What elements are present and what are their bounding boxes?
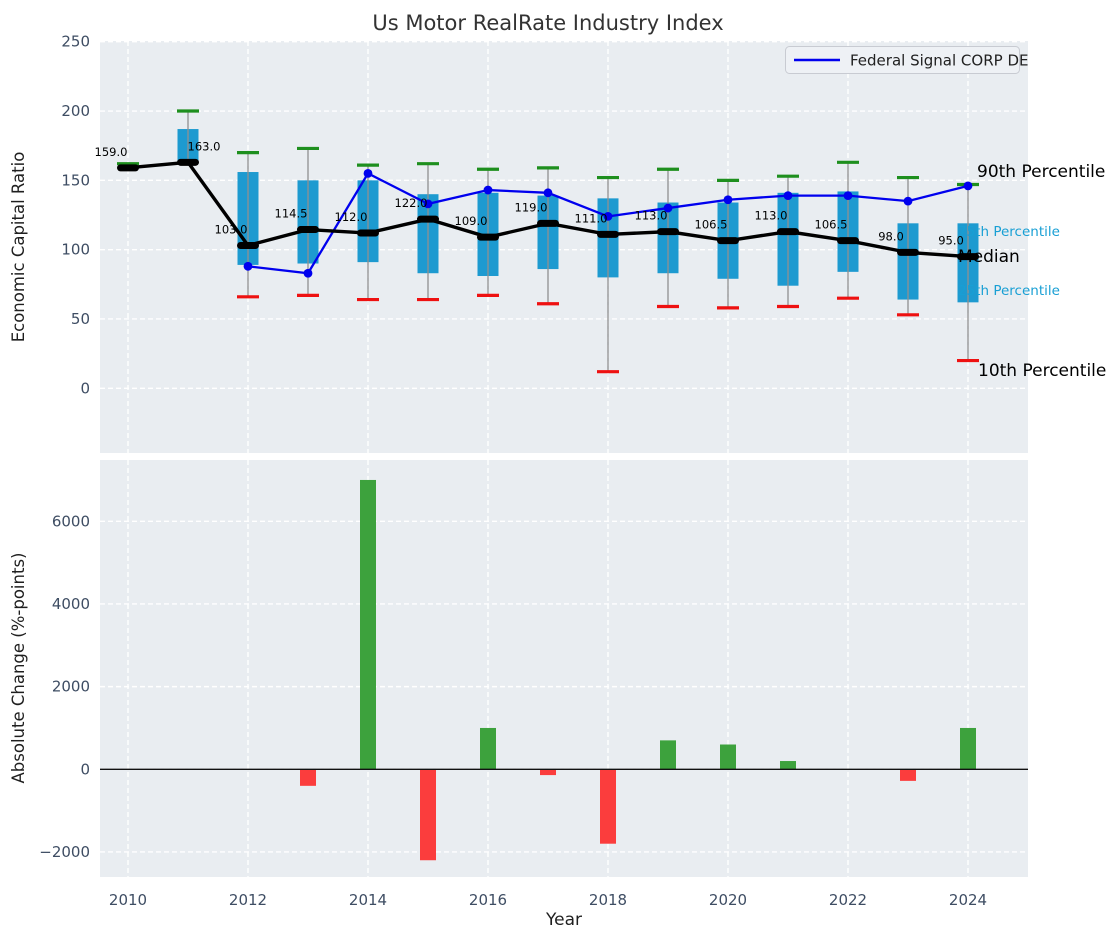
company-point [903,196,913,206]
change-bar [360,479,376,770]
median-marker [177,158,199,166]
axis-tick-labels: 250 200 150 100 50 0 6000 4000 2000 0 −2000 2010 201… [39,33,987,909]
label-25th-percentile: 25th Percentile [958,283,1060,299]
median-marker [597,230,619,238]
company-point [363,169,373,178]
x-tick-label: 2024 [949,891,987,909]
x-axis-label: Year [545,910,582,930]
median-marker [477,233,499,241]
change-bar [780,761,796,770]
y-tick-label: 0 [80,760,90,778]
bottom-plot-area [100,460,1028,877]
bottom-y-axis-label: Absolute Change (%-points) [9,553,28,784]
median-value-label: 119.0 [515,200,548,214]
median-marker [717,237,739,245]
median-marker [957,253,979,261]
median-value-label: 163.0 [188,139,221,153]
median-marker [657,228,679,236]
median-value-label: 113.0 [755,209,788,223]
y-tick-label: 200 [61,102,90,120]
company-point [483,185,493,195]
median-value-label: 112.0 [335,210,368,224]
x-tick-label: 2012 [229,891,267,909]
median-value-label: 106.5 [695,218,728,232]
top-y-axis-label: Economic Capital Ratio [9,152,28,343]
company-point [603,211,613,221]
y-tick-label: 0 [80,379,90,397]
median-marker [777,228,799,236]
change-bar [660,740,676,770]
median-marker [237,242,259,250]
median-marker [357,229,379,237]
label-median: Median [958,247,1020,267]
x-tick-label: 2010 [109,891,147,909]
bottom-gridlines [100,460,1028,877]
y-tick-label: 4000 [52,595,90,613]
median-value-label: 111.0 [575,211,608,225]
median-marker [837,237,859,245]
label-75th-percentile: 75th Percentile [958,224,1060,240]
median-value-label: 113.0 [635,209,668,223]
change-bar [960,727,976,770]
company-point [243,261,253,271]
company-point [723,195,733,205]
company-point [303,268,313,278]
company-point [843,191,853,200]
median-marker [297,226,319,234]
legend-box [785,46,1020,74]
company-point [543,188,553,198]
x-tick-label: 2022 [829,891,867,909]
label-10th-percentile: 10th Percentile [978,361,1106,381]
y-tick-label: 100 [61,241,90,259]
y-tick-label: 150 [61,171,90,189]
company-line-series [243,169,973,278]
x-tick-label: 2016 [469,891,507,909]
median-value-label: 106.5 [815,218,848,232]
median-value-labels: 159.0 163.0 103.0 114.5 112.0 122.0 109.0 119.0… [95,139,964,247]
median-value-label: 103.0 [215,223,248,237]
median-value-label: 109.0 [455,214,488,228]
company-point [423,199,433,209]
x-tick-label: 2020 [709,891,747,909]
y-tick-label: 250 [61,33,90,51]
median-marker [117,164,139,172]
change-bars [100,479,1028,861]
company-point [963,181,973,191]
x-tick-label: 2014 [349,891,387,909]
median-marker [897,248,919,256]
change-bar [600,769,616,844]
legend: Federal Signal CORP DE [785,46,1028,74]
y-tick-label: 2000 [52,678,90,696]
change-bar [420,769,436,861]
change-bar [900,769,916,781]
median-value-label: 159.0 [95,145,128,159]
median-marker [537,219,559,227]
y-tick-label: 50 [71,310,90,328]
median-series [117,158,979,261]
median-value-label: 98.0 [878,229,904,243]
company-point [663,203,673,213]
median-value-label: 114.5 [275,207,308,221]
change-bar [480,727,496,770]
change-bar [720,744,736,770]
x-tick-label: 2018 [589,891,627,909]
y-tick-label: 6000 [52,512,90,530]
change-bar [300,769,316,786]
change-bar [540,769,556,776]
label-90th-percentile: 90th Percentile [977,162,1105,182]
company-point [783,191,793,200]
median-value-label: 122.0 [395,196,428,210]
median-value-label: 95.0 [938,234,964,248]
y-tick-label: −2000 [39,843,90,861]
median-marker [417,215,439,223]
legend-label: Federal Signal CORP DE [850,52,1028,70]
chart-title: Us Motor RealRate Industry Index [372,11,723,35]
